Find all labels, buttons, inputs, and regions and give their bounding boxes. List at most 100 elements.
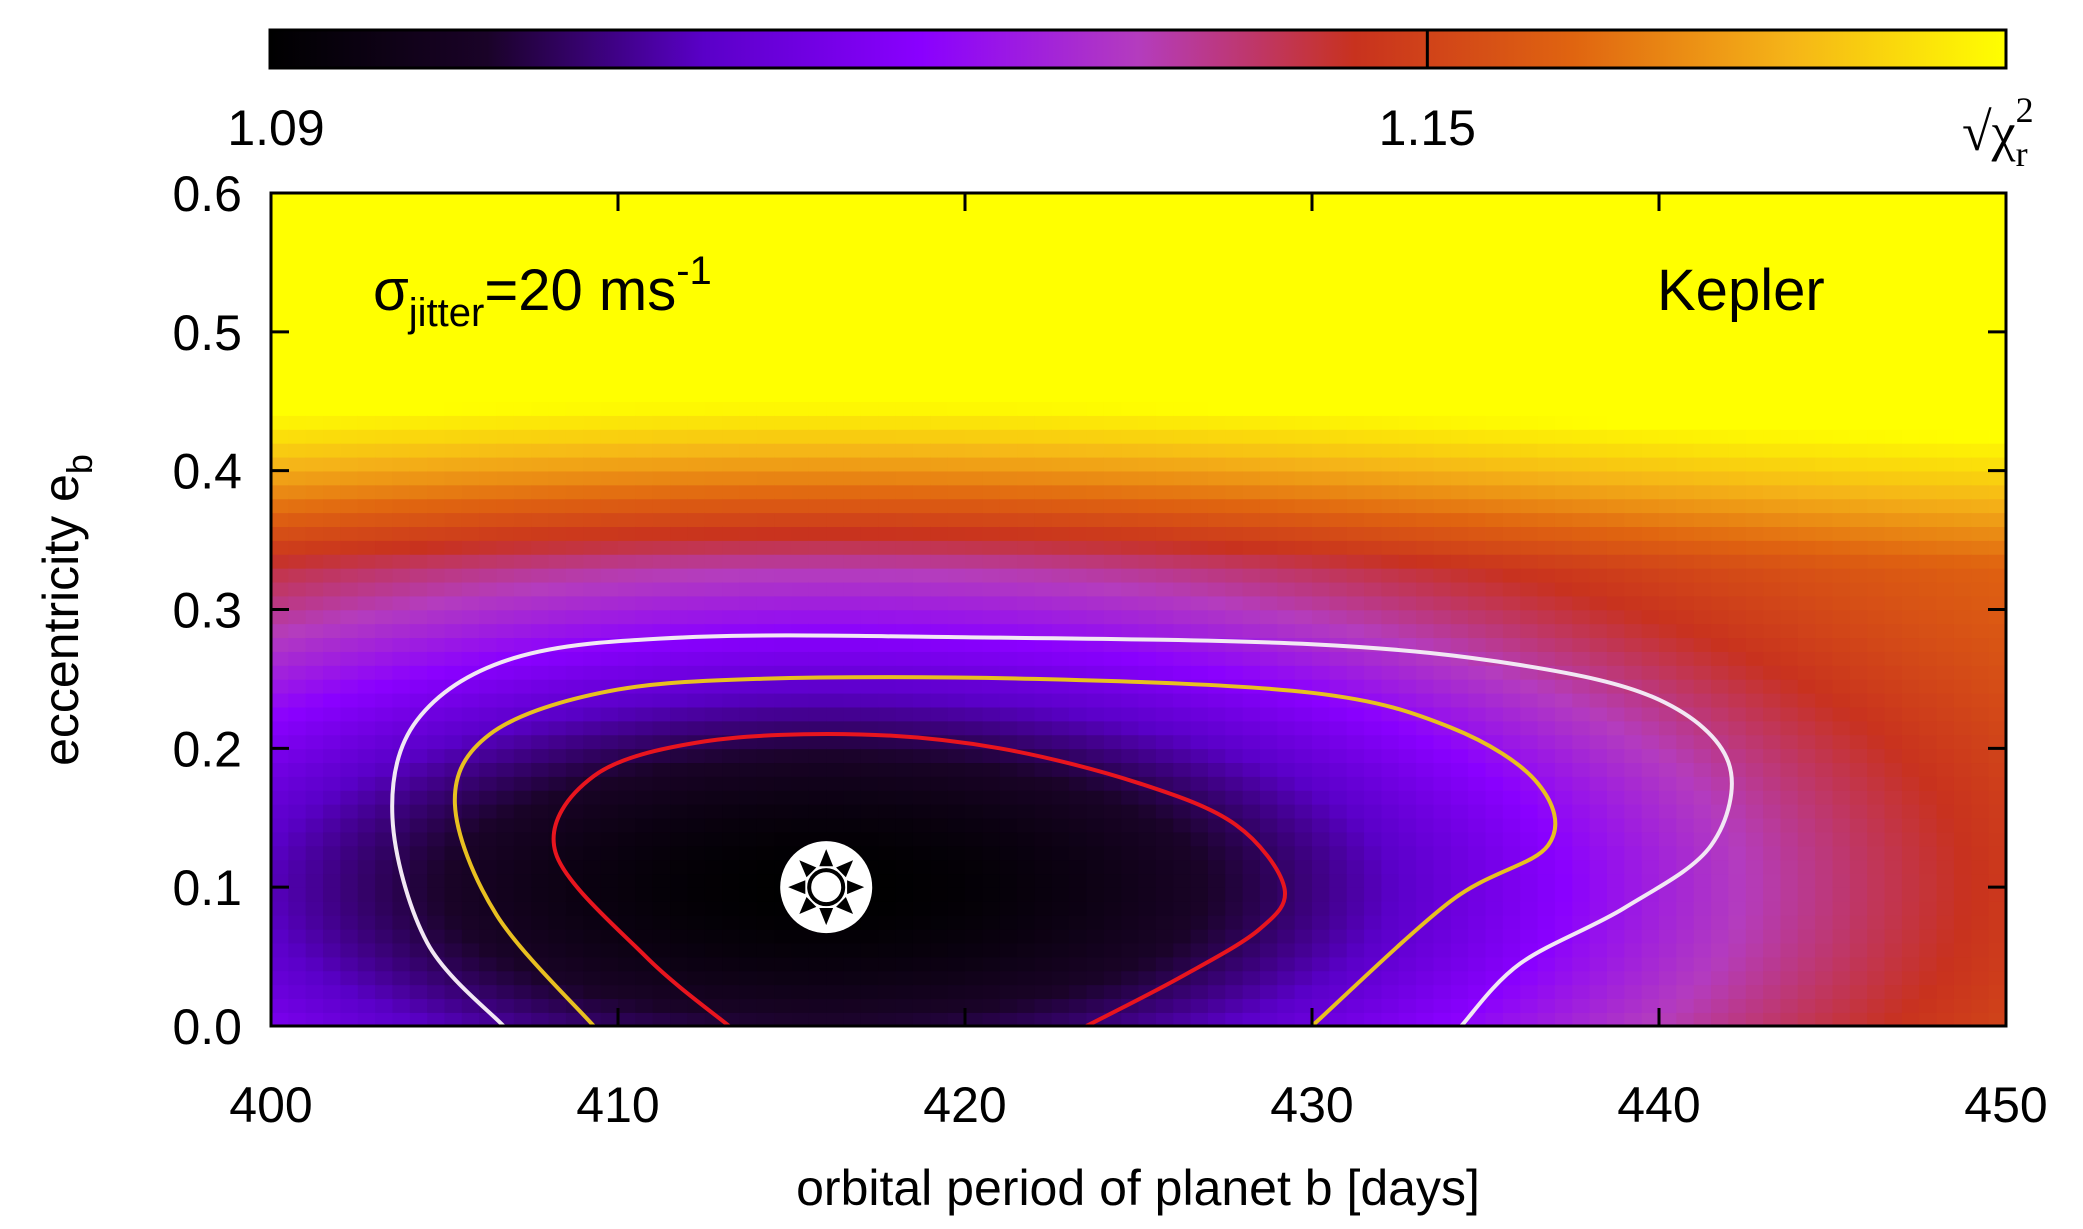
heatmap-cell <box>704 401 723 416</box>
heatmap-cell <box>479 637 498 652</box>
heatmap-cell <box>1364 331 1383 347</box>
heatmap-cell <box>1364 373 1383 389</box>
heatmap-cell <box>1433 512 1452 527</box>
heatmap-cell <box>999 609 1018 625</box>
heatmap-cell <box>635 928 654 944</box>
heatmap-cell <box>1433 262 1452 278</box>
heatmap-cell <box>565 651 585 666</box>
heatmap-cell <box>808 942 827 958</box>
heatmap-cell <box>1381 942 1400 958</box>
heatmap-cell <box>1468 331 1487 347</box>
heatmap-cell <box>1121 401 1140 416</box>
heatmap-cell <box>479 928 498 944</box>
heatmap-cell <box>722 331 741 347</box>
heatmap-cell <box>1676 553 1695 569</box>
heatmap-cell <box>375 567 394 583</box>
heatmap-cell <box>323 345 342 361</box>
heatmap-cell <box>461 803 480 819</box>
heatmap-cell <box>1207 831 1227 847</box>
heatmap-cell <box>1606 220 1626 236</box>
heatmap-cell <box>930 706 949 722</box>
heatmap-cell <box>878 317 897 333</box>
heatmap-cell <box>1034 665 1053 680</box>
heatmap-cell <box>1641 567 1660 583</box>
heatmap-cell <box>999 415 1018 430</box>
heatmap-cell <box>722 956 741 972</box>
heatmap-cell <box>947 831 966 847</box>
heatmap-cell <box>670 637 689 652</box>
heatmap-cell <box>1069 220 1088 236</box>
heatmap-cell <box>1502 498 1521 514</box>
heatmap-cell <box>1190 942 1209 958</box>
heatmap-cell <box>1069 776 1088 791</box>
heatmap-cell <box>1277 720 1296 736</box>
heatmap-cell <box>1693 248 1712 264</box>
heatmap-cell <box>895 998 914 1013</box>
heatmap-cell <box>461 831 480 847</box>
heatmap-cell <box>1364 859 1383 875</box>
heatmap-cell <box>1450 609 1469 625</box>
heatmap-cell <box>895 456 914 472</box>
heatmap-cell <box>340 887 359 902</box>
heatmap-cell <box>1225 942 1244 958</box>
heatmap-cell <box>1468 914 1487 930</box>
heatmap-cell <box>305 220 324 236</box>
heatmap-cell <box>1554 942 1574 958</box>
heatmap-cell <box>1450 665 1469 680</box>
heatmap-cell <box>1450 373 1469 389</box>
heatmap-cell <box>930 845 949 861</box>
heatmap-cell <box>427 845 446 861</box>
heatmap-cell <box>912 970 932 986</box>
heatmap-cell <box>1294 651 1313 666</box>
heatmap-cell <box>1659 803 1678 819</box>
heatmap-cell <box>791 248 810 264</box>
heatmap-cell <box>1294 734 1313 750</box>
heatmap-cell <box>1606 623 1626 639</box>
heatmap-cell <box>860 276 880 291</box>
heatmap-cell <box>1485 678 1504 694</box>
heatmap-cell <box>479 512 498 527</box>
heatmap-cell <box>930 387 949 403</box>
heatmap-cell <box>895 859 914 875</box>
heatmap-cell <box>1398 734 1417 750</box>
heatmap-cell <box>722 914 741 930</box>
heatmap-cell <box>583 193 602 208</box>
heatmap-cell <box>479 373 498 389</box>
heatmap-cell <box>1190 567 1209 583</box>
heatmap-cell <box>687 442 706 458</box>
heatmap-cell <box>1572 442 1591 458</box>
heatmap-cell <box>739 776 758 791</box>
heatmap-cell <box>1589 317 1608 333</box>
heatmap-cell <box>583 720 602 736</box>
heatmap-cell <box>496 276 515 291</box>
heatmap-cell <box>670 317 689 333</box>
heatmap-cell <box>1086 623 1105 639</box>
heatmap-cell <box>1069 317 1088 333</box>
heatmap-cell <box>444 692 463 708</box>
heatmap-cell <box>1572 776 1591 791</box>
heatmap-cell <box>600 512 619 527</box>
heatmap-cell <box>826 803 845 819</box>
heatmap-cell <box>513 387 533 403</box>
heatmap-cell <box>1034 970 1053 986</box>
heatmap-cell <box>375 803 394 819</box>
heatmap-cell <box>305 345 324 361</box>
heatmap-cell <box>1190 553 1209 569</box>
heatmap-cell <box>930 720 949 736</box>
heatmap-cell <box>1537 914 1556 930</box>
heatmap-cell <box>999 567 1018 583</box>
heatmap-cell <box>1069 206 1088 222</box>
heatmap-cell <box>635 887 654 902</box>
heatmap-cell <box>444 317 463 333</box>
heatmap-cell <box>1103 540 1122 555</box>
heatmap-cell <box>1659 623 1678 639</box>
heatmap-cell <box>687 1012 706 1026</box>
heatmap-cell <box>1346 442 1365 458</box>
heatmap-cell <box>687 498 706 514</box>
heatmap-cell <box>739 609 758 625</box>
heatmap-cell <box>635 942 654 958</box>
heatmap-cell <box>1589 526 1608 541</box>
heatmap-cell <box>1277 748 1296 764</box>
heatmap-cell <box>618 415 637 430</box>
heatmap-cell <box>1502 345 1521 361</box>
